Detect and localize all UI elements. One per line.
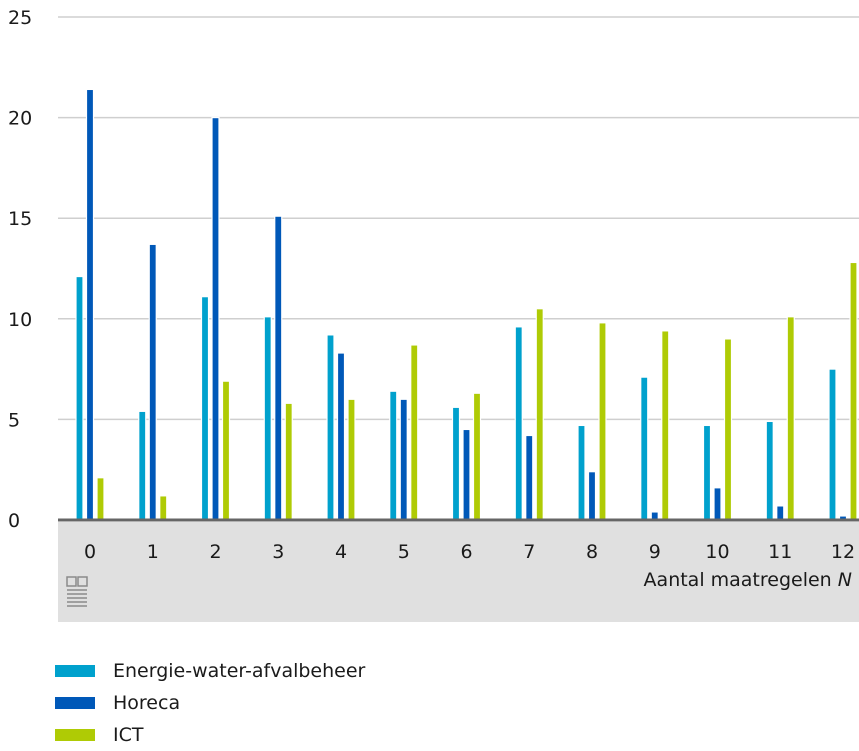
x-tick-label: 2 xyxy=(209,541,221,563)
bars xyxy=(75,88,858,521)
bar xyxy=(776,505,785,521)
y-tick-label: 10 xyxy=(8,309,32,331)
bar xyxy=(263,316,272,521)
bar xyxy=(640,376,649,521)
bar xyxy=(85,88,95,521)
bar xyxy=(472,392,482,521)
bar xyxy=(587,471,597,521)
bar xyxy=(535,308,544,521)
bar xyxy=(525,434,534,521)
bar xyxy=(389,390,398,521)
bar xyxy=(661,330,670,521)
y-tick-label: 25 xyxy=(8,7,32,29)
bar xyxy=(336,352,346,521)
x-axis-band xyxy=(58,522,859,622)
legend: Energie-water-afvalbeheer Horeca ICT xyxy=(55,655,365,751)
bar xyxy=(159,495,168,521)
bar xyxy=(200,296,210,521)
bar xyxy=(849,261,858,521)
bar xyxy=(138,410,147,521)
bar xyxy=(347,398,356,521)
x-tick-label: 4 xyxy=(335,541,347,563)
bar xyxy=(274,215,283,521)
x-tick-label: 8 xyxy=(586,541,598,563)
y-tick-label: 20 xyxy=(8,108,32,130)
legend-swatch xyxy=(55,697,95,709)
cbs-logo-icon xyxy=(66,576,88,607)
legend-swatch xyxy=(55,665,95,677)
bar xyxy=(598,322,607,521)
x-tick-label: 10 xyxy=(705,541,729,563)
x-tick-label: 7 xyxy=(523,541,535,563)
bar xyxy=(211,116,220,521)
x-tick-label: 12 xyxy=(831,541,855,563)
x-tick-label: 9 xyxy=(649,541,661,563)
legend-label: Energie-water-afvalbeheer xyxy=(113,660,366,682)
bar xyxy=(462,428,471,521)
bar xyxy=(410,344,419,521)
legend-swatch xyxy=(55,729,95,741)
bar xyxy=(702,424,712,521)
x-tick-label: 0 xyxy=(84,541,96,563)
x-tick-label: 3 xyxy=(272,541,284,563)
bar xyxy=(514,326,523,521)
x-tick-label: 1 xyxy=(147,541,159,563)
y-tick-label: 15 xyxy=(8,208,32,230)
legend-label: Horeca xyxy=(113,692,181,714)
legend-label: ICT xyxy=(113,724,144,746)
bar xyxy=(221,380,231,521)
x-tick-label: 6 xyxy=(460,541,472,563)
y-tick-label: 5 xyxy=(8,409,20,431)
x-tick-labels: 0 1 2 3 4 5 6 7 8 9 10 11 12 xyxy=(84,541,855,563)
bar xyxy=(723,338,733,521)
bar xyxy=(284,402,293,521)
bar xyxy=(577,424,586,521)
bar xyxy=(451,406,461,521)
bar xyxy=(326,334,335,521)
bar xyxy=(399,398,408,521)
bar xyxy=(96,477,105,521)
x-tick-label: 5 xyxy=(398,541,410,563)
y-tick-label: 0 xyxy=(8,510,20,532)
y-tick-labels: 0 5 10 15 20 25 xyxy=(8,7,32,532)
bar xyxy=(828,368,837,521)
bar xyxy=(148,243,157,521)
gridlines xyxy=(58,16,859,421)
x-tick-label: 11 xyxy=(768,541,792,563)
bar xyxy=(765,420,774,521)
bar xyxy=(786,316,795,521)
bar xyxy=(713,487,722,521)
legend-item: Energie-water-afvalbeheer xyxy=(55,655,365,687)
legend-item: ICT xyxy=(55,719,365,751)
legend-item: Horeca xyxy=(55,687,365,719)
x-axis-title: Aantal maatregelen N xyxy=(644,569,852,591)
bar xyxy=(75,275,84,521)
